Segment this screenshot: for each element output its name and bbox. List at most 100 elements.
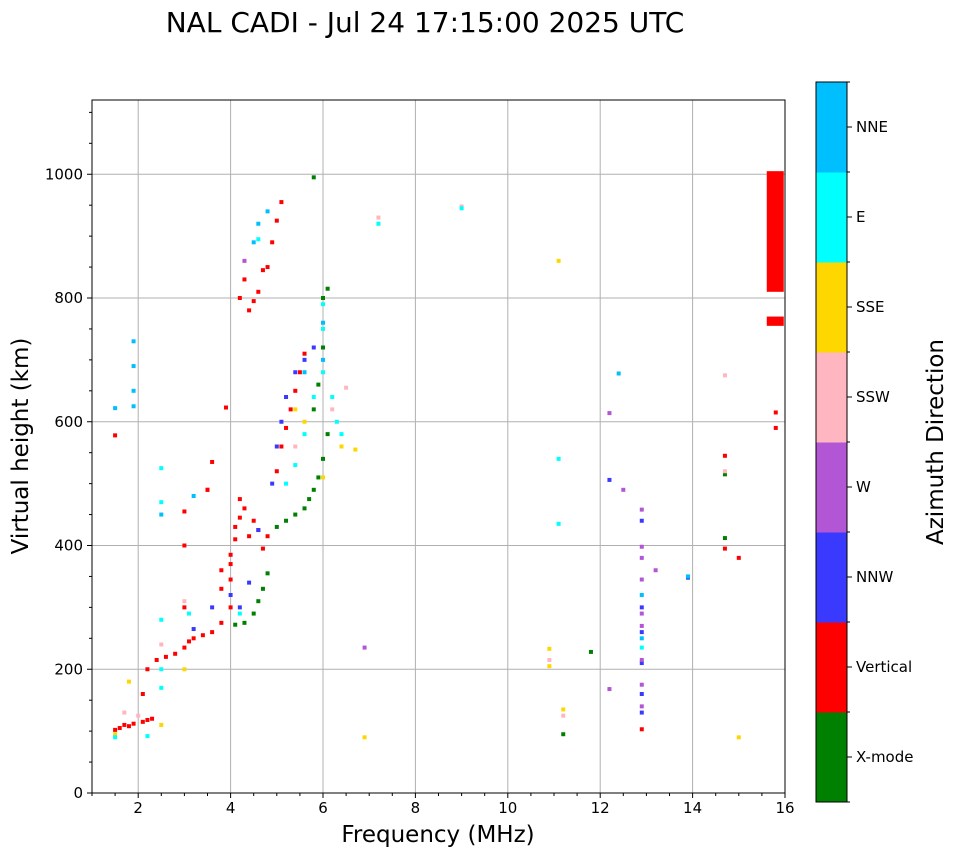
colorbar-swatch-sse: [816, 262, 847, 353]
point-e: [339, 432, 344, 437]
point-vertical: [145, 667, 150, 672]
point-nne: [113, 406, 118, 411]
point-vertical: [773, 410, 778, 415]
point-e: [113, 735, 118, 740]
point-e: [376, 221, 381, 226]
point-sse: [561, 707, 566, 712]
point-x-mode: [302, 506, 307, 511]
point-vertical: [163, 654, 168, 659]
bar-vertical: [766, 316, 784, 326]
point-ssw: [159, 642, 164, 647]
point-x-mode: [274, 524, 279, 529]
point-sse: [547, 664, 552, 669]
colorbar-category-label: SSW: [856, 388, 890, 406]
point-vertical: [288, 407, 293, 412]
y-tick-label: 600: [54, 413, 83, 431]
point-w: [621, 487, 626, 492]
point-nne: [251, 240, 256, 245]
point-vertical: [122, 722, 127, 727]
point-e: [321, 302, 325, 307]
point-e: [302, 432, 307, 437]
point-vertical: [639, 727, 644, 732]
point-x-mode: [256, 599, 261, 604]
point-x-mode: [316, 382, 321, 387]
x-axis-label: Frequency (MHz): [341, 822, 534, 848]
point-ssw: [561, 713, 566, 718]
point-nne: [685, 574, 690, 579]
point-w: [639, 507, 644, 512]
x-tick-label: 2: [133, 799, 143, 817]
point-vertical: [233, 524, 238, 529]
point-nnw: [228, 593, 233, 597]
point-vertical: [274, 218, 279, 223]
point-vertical: [154, 657, 159, 662]
point-nne: [159, 512, 164, 517]
x-tick-label: 6: [318, 799, 328, 817]
point-vertical: [140, 719, 145, 724]
point-vertical: [279, 444, 284, 449]
point-w: [639, 544, 644, 549]
point-nne: [639, 636, 644, 641]
point-e: [145, 734, 150, 739]
x-tick-label: 8: [411, 799, 421, 817]
point-x-mode: [251, 611, 256, 616]
point-e: [321, 326, 325, 331]
point-w: [639, 704, 644, 709]
point-vertical: [260, 546, 265, 551]
point-ssw: [330, 407, 335, 412]
point-x-mode: [311, 487, 316, 492]
point-nne: [131, 404, 136, 409]
point-e: [321, 370, 325, 375]
point-e: [639, 645, 644, 650]
x-axis-ticks: 2 4 6 8 10 12 14 16: [91, 793, 795, 817]
colorbar: X-mode Vertical NNW W SSW SSE E NNE: [815, 81, 913, 803]
point-vertical: [113, 433, 118, 438]
point-nnw: [210, 605, 215, 610]
point-ssw: [547, 657, 552, 662]
point-e: [237, 611, 242, 616]
point-vertical: [228, 577, 233, 582]
point-vertical: [205, 487, 210, 492]
point-nnw: [247, 580, 252, 585]
point-e: [159, 685, 164, 690]
point-vertical: [219, 586, 224, 591]
point-vertical: [173, 651, 178, 656]
point-nnw: [639, 518, 644, 523]
point-vertical: [182, 543, 187, 548]
point-vertical: [722, 453, 727, 458]
point-w: [242, 258, 247, 263]
point-w: [639, 555, 644, 560]
point-ssw: [293, 444, 298, 449]
point-sse: [339, 444, 344, 449]
y-axis-ticks: 0 200 400 600 800 1000: [45, 111, 92, 802]
point-vertical: [219, 568, 224, 573]
point-vertical: [182, 645, 187, 650]
point-vertical: [251, 518, 256, 523]
point-vertical: [251, 299, 256, 304]
point-vertical: [270, 240, 275, 245]
point-e: [311, 395, 316, 399]
point-nnw: [191, 627, 196, 632]
colorbar-swatch-ssw: [816, 352, 847, 443]
point-vertical: [200, 633, 205, 638]
point-vertical: [247, 534, 252, 539]
colorbar-frame: [815, 81, 848, 803]
point-nne: [256, 221, 261, 226]
point-w: [639, 577, 644, 582]
point-vertical: [293, 388, 298, 393]
point-x-mode: [284, 518, 289, 523]
point-nne: [131, 388, 136, 393]
point-nne: [616, 371, 621, 376]
colorbar-category-label: NNE: [856, 118, 888, 136]
point-nnw: [311, 345, 316, 350]
x-tick-label: 4: [226, 799, 236, 817]
point-vertical: [131, 721, 136, 726]
point-vertical: [265, 534, 270, 539]
point-nnw: [256, 528, 261, 533]
point-vertical: [113, 727, 118, 732]
y-tick-label: 200: [54, 660, 83, 678]
point-vertical: [237, 296, 242, 300]
point-x-mode: [722, 536, 727, 541]
point-nnw: [237, 605, 242, 610]
